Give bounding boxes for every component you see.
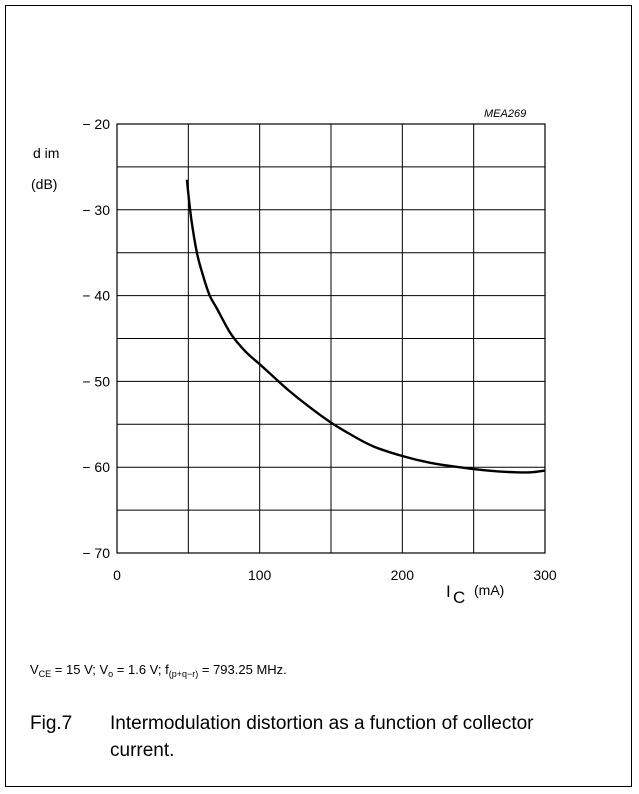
y-axis-ticks: − 20 − 30 − 40 − 50 − 60 − 70 (82, 116, 110, 561)
figure-code: MEA269 (484, 108, 526, 120)
y-tick-label: − 30 (82, 202, 110, 218)
figure-number: Fig.7 (30, 713, 73, 734)
vce-subscript: CE (38, 669, 52, 679)
vo-subscript: o (108, 669, 114, 679)
x-axis-label-unit: (mA) (474, 582, 504, 598)
y-axis-label-line2: (dB) (31, 176, 57, 192)
f-subscript: (p+q−r) (168, 669, 199, 679)
measurement-conditions: VCE = 15 V; Vo = 1.6 V; f(p+q−r) = 793.2… (30, 662, 287, 679)
figure-caption-text: Intermodulation distortion as a function… (110, 713, 534, 761)
y-tick-label: − 40 (82, 288, 110, 304)
vce-value: = 15 V; (51, 662, 100, 677)
vce-symbol: V (30, 662, 39, 677)
series-line (185, 179, 546, 474)
x-tick-label: 0 (113, 567, 121, 583)
figure-frame (5, 5, 632, 787)
f-symbol: f (165, 662, 169, 677)
y-tick-label: − 20 (82, 116, 110, 132)
x-tick-label: 200 (391, 567, 415, 583)
plot-area (116, 123, 546, 554)
y-axis-label-line1: d im (33, 145, 59, 161)
y-tick-label: − 70 (82, 545, 110, 561)
x-axis-ticks: 0 100 200 300 (113, 567, 557, 583)
y-tick-label: − 50 (82, 373, 110, 389)
chart-grid (117, 124, 545, 553)
x-tick-label: 300 (533, 567, 557, 583)
vo-value: = 1.6 V; (113, 662, 166, 677)
y-tick-label: − 60 (82, 459, 110, 475)
vo-symbol: V (99, 662, 109, 677)
x-axis-label-main: I (446, 582, 451, 601)
x-tick-label: 100 (248, 567, 272, 583)
x-axis-label-sub: C (453, 588, 465, 607)
f-value: = 793.25 MHz. (198, 662, 287, 677)
figure-caption: Fig.7 Intermodulation distortion as a fu… (30, 710, 534, 761)
